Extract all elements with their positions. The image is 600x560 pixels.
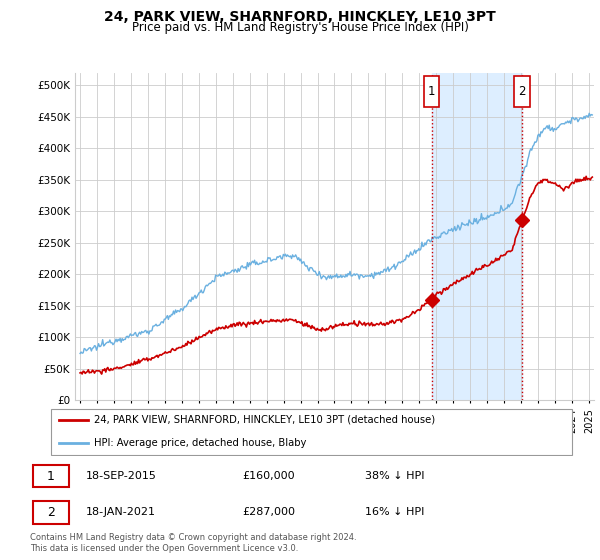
- FancyBboxPatch shape: [514, 76, 530, 108]
- Text: £160,000: £160,000: [242, 471, 295, 481]
- Text: 16% ↓ HPI: 16% ↓ HPI: [365, 507, 424, 517]
- FancyBboxPatch shape: [33, 465, 69, 487]
- FancyBboxPatch shape: [50, 409, 572, 455]
- Text: Contains HM Land Registry data © Crown copyright and database right 2024.
This d: Contains HM Land Registry data © Crown c…: [30, 533, 356, 553]
- Text: 24, PARK VIEW, SHARNFORD, HINCKLEY, LE10 3PT: 24, PARK VIEW, SHARNFORD, HINCKLEY, LE10…: [104, 10, 496, 24]
- FancyBboxPatch shape: [424, 76, 439, 108]
- Bar: [431, 73, 522, 400]
- Text: 24, PARK VIEW, SHARNFORD, HINCKLEY, LE10 3PT (detached house): 24, PARK VIEW, SHARNFORD, HINCKLEY, LE10…: [94, 415, 436, 425]
- Text: 38% ↓ HPI: 38% ↓ HPI: [365, 471, 424, 481]
- Text: 2: 2: [47, 506, 55, 519]
- FancyBboxPatch shape: [33, 501, 69, 524]
- Text: 18-SEP-2015: 18-SEP-2015: [86, 471, 157, 481]
- Text: 1: 1: [47, 469, 55, 483]
- Text: 1: 1: [428, 85, 435, 98]
- Text: Price paid vs. HM Land Registry's House Price Index (HPI): Price paid vs. HM Land Registry's House …: [131, 21, 469, 34]
- Text: 18-JAN-2021: 18-JAN-2021: [86, 507, 156, 517]
- Text: HPI: Average price, detached house, Blaby: HPI: Average price, detached house, Blab…: [94, 438, 307, 448]
- Text: 2: 2: [518, 85, 526, 98]
- Text: £287,000: £287,000: [242, 507, 295, 517]
